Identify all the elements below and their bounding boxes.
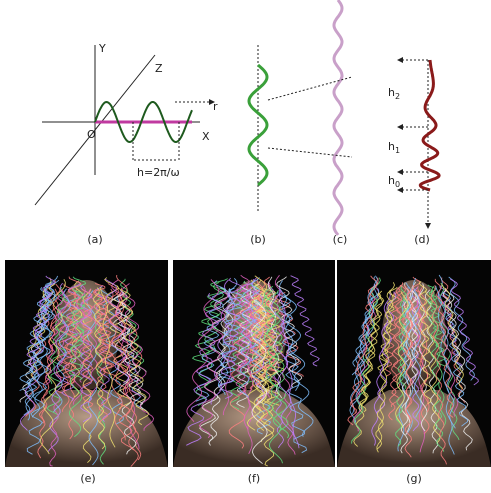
caption: (b) (250, 233, 266, 246)
panel-d: h2 h1 h0 (d) (388, 60, 439, 246)
figure: Y Z r O X h=2π/ω (a) (b) (c) h2 h1 h0 (d… (0, 0, 491, 493)
strand (420, 60, 439, 190)
label: 1 (395, 146, 400, 155)
label: h2 (388, 86, 400, 101)
caption: (f) (248, 472, 260, 485)
label: h=2π/ω (137, 166, 180, 179)
label: h1 (388, 140, 400, 155)
caption: (c) (333, 233, 348, 246)
label: h0 (388, 174, 400, 189)
renders (5, 260, 491, 467)
caption: (g) (406, 472, 422, 485)
label: 2 (395, 92, 400, 101)
label: h (388, 86, 395, 99)
label: h (388, 174, 395, 187)
label: h (388, 140, 395, 153)
caption: (e) (80, 472, 95, 485)
label: Y (98, 42, 106, 55)
label: r (213, 100, 218, 113)
label: 0 (395, 180, 400, 189)
render (5, 260, 168, 467)
strand (334, 0, 342, 235)
caption: (a) (87, 233, 102, 246)
caption: (d) (414, 233, 430, 246)
label: X (202, 130, 210, 143)
panel-a: Y Z r O X h=2π/ω (a) (35, 42, 218, 246)
panel-bc: (b) (c) (249, 0, 352, 246)
render (173, 260, 335, 467)
label: O (87, 128, 96, 141)
label: Z (155, 62, 163, 75)
render (337, 260, 491, 467)
